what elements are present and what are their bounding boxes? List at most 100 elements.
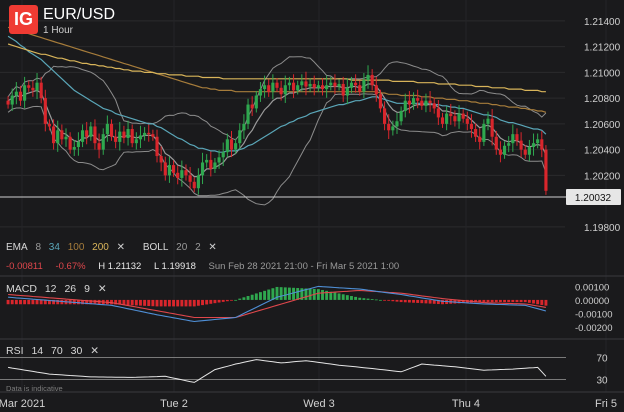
- candle-down: [449, 113, 453, 117]
- macd-histogram-bar: [6, 299, 10, 305]
- candle-up: [366, 74, 370, 81]
- macd-histogram-bar: [163, 299, 167, 307]
- candle-down: [428, 100, 432, 104]
- candle-up: [213, 162, 217, 169]
- price-info: -0.00811 -0.67% H 1.21132 L 1.19918 Sun …: [6, 261, 399, 272]
- macd-tick-label: -0.00200: [575, 323, 613, 334]
- macd-histogram-bar: [457, 299, 461, 304]
- candle-up: [64, 136, 68, 140]
- candle-up: [395, 121, 399, 127]
- macd-histogram-bar: [267, 289, 271, 300]
- candle-down: [478, 136, 482, 142]
- macd-histogram-bar: [395, 299, 399, 302]
- candles[interactable]: [6, 65, 548, 195]
- macd-histogram-bar: [10, 299, 14, 305]
- macd-histogram-bar: [436, 299, 440, 305]
- candle-up: [531, 143, 536, 148]
- macd-histogram-bar: [428, 299, 432, 304]
- candle-up: [287, 82, 291, 86]
- macd-tick-label: -0.00100: [575, 309, 613, 320]
- candle-down: [341, 83, 345, 96]
- macd-histogram-bar: [47, 299, 51, 305]
- time-tick-label: Tue 2: [160, 398, 188, 410]
- macd-histogram-bar: [407, 299, 411, 303]
- macd-histogram-bar: [519, 299, 523, 303]
- macd-histogram-bar: [523, 299, 527, 303]
- timeframe-label[interactable]: 1 Hour: [43, 25, 74, 36]
- session-high: H 1.21132: [98, 261, 142, 272]
- candle-up: [238, 130, 242, 144]
- candle-down: [47, 123, 52, 127]
- candle-down: [155, 136, 159, 157]
- macd-slow: 26: [64, 283, 77, 295]
- macd-histogram-bar: [296, 288, 300, 300]
- candle-down: [52, 126, 56, 144]
- candle-up: [337, 83, 341, 87]
- macd-histogram-bar: [503, 299, 507, 303]
- session-low: L 1.19918: [153, 261, 196, 272]
- boll-close-icon[interactable]: ✕: [208, 242, 217, 253]
- macd-label[interactable]: MACD: [6, 283, 37, 295]
- change-value: -0.00811: [6, 261, 43, 272]
- candle-down: [163, 162, 167, 176]
- macd-histogram-bar: [89, 299, 93, 305]
- candle-down: [176, 172, 180, 178]
- instrument-title[interactable]: EUR/USD: [43, 6, 116, 23]
- macd-histogram-bar: [275, 286, 279, 300]
- candle-down: [97, 143, 101, 150]
- macd-histogram-bar: [304, 288, 308, 300]
- macd-histogram-bar: [482, 299, 486, 303]
- candle-up: [242, 123, 246, 131]
- candle-down: [43, 98, 47, 124]
- candle-down: [93, 126, 97, 144]
- candle-down: [130, 129, 134, 144]
- boll-period: 20: [176, 242, 188, 253]
- ema-close-icon[interactable]: ✕: [116, 242, 126, 253]
- macd-histogram-bar: [56, 299, 60, 305]
- macd-close-icon[interactable]: ✕: [97, 283, 107, 295]
- candle-up: [196, 175, 200, 189]
- rsi-close-icon[interactable]: ✕: [90, 345, 100, 357]
- candle-down: [122, 131, 126, 139]
- ema-label[interactable]: EMA: [6, 242, 28, 253]
- candle-up: [80, 130, 85, 142]
- candle-down: [184, 170, 188, 176]
- candle-down: [453, 116, 457, 122]
- macd-histogram-bar: [507, 299, 511, 303]
- candle-up: [225, 139, 229, 153]
- candle-down: [60, 130, 64, 140]
- candle-down: [370, 74, 374, 86]
- ema-period-200: 200: [92, 242, 109, 253]
- macd-histogram-bar: [27, 299, 31, 305]
- candle-down: [320, 85, 325, 90]
- time-tick-label: Mar 2021: [0, 398, 45, 410]
- last-price-label: 1.20032: [575, 193, 612, 204]
- candle-down: [304, 81, 308, 87]
- macd-tick-label: 0.00100: [575, 282, 609, 293]
- macd-histogram-bar: [399, 299, 403, 303]
- candle-up: [89, 126, 93, 137]
- candle-up: [411, 98, 416, 105]
- candle-down: [544, 149, 548, 191]
- macd-histogram-bar: [52, 299, 56, 305]
- candle-up: [205, 159, 209, 163]
- candle-down: [378, 94, 383, 109]
- rsi-label[interactable]: RSI: [6, 345, 24, 357]
- price-tick-label: 1.20400: [584, 146, 621, 157]
- boll-label[interactable]: BOLL: [142, 242, 169, 253]
- candle-down: [27, 85, 31, 88]
- candle-down: [109, 123, 114, 137]
- candle-up: [507, 143, 511, 146]
- macd-histogram-bar: [205, 299, 209, 305]
- candle-up: [134, 139, 138, 144]
- macd-histogram-bar: [76, 299, 80, 305]
- ema-lines: [7, 26, 547, 178]
- macd-histogram-bar: [511, 299, 515, 303]
- macd-histogram-bar: [486, 299, 490, 303]
- macd-histogram-bar: [366, 298, 370, 300]
- macd-histogram-bar: [424, 299, 428, 304]
- ema-period-100: 100: [67, 242, 85, 253]
- candle-up: [258, 89, 263, 96]
- candle-up: [271, 82, 275, 92]
- candle-down: [68, 136, 72, 150]
